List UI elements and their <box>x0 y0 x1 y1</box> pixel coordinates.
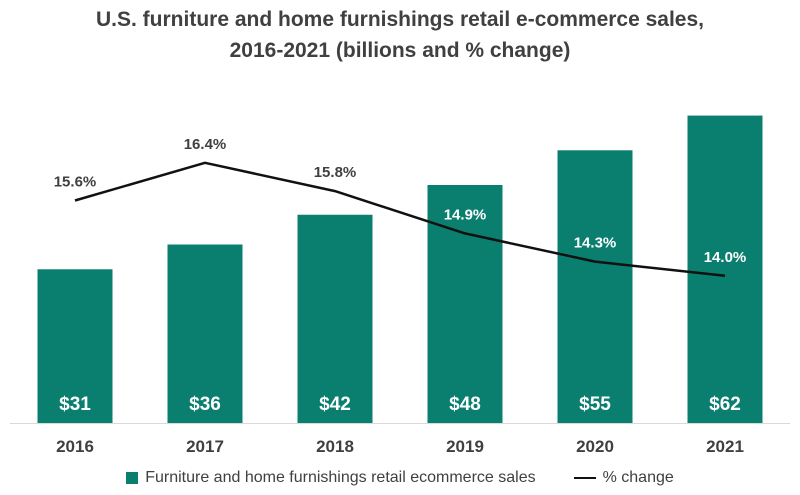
x-tick-label: 2020 <box>576 437 614 456</box>
line-value-label: 16.4% <box>184 136 227 153</box>
x-tick-label: 2017 <box>186 437 224 456</box>
legend: Furniture and home furnishings retail ec… <box>0 466 800 490</box>
x-tick-label: 2018 <box>316 437 354 456</box>
legend-label-sales: Furniture and home furnishings retail ec… <box>145 469 536 486</box>
line-series-change <box>74 161 726 278</box>
chart-title-line-1: U.S. furniture and home furnishings reta… <box>96 8 704 31</box>
line-value-label: 14.3% <box>574 235 617 252</box>
line-value-label: 15.8% <box>314 164 357 181</box>
bar-value-label: $36 <box>189 394 221 415</box>
bar-value-label: $42 <box>319 394 351 415</box>
legend-item-change: % change <box>573 469 674 487</box>
legend-swatch-line <box>573 477 596 479</box>
legend-label-change: % change <box>602 469 674 486</box>
bar-2020 <box>557 150 633 423</box>
chart-title-line-2: 2016-2021 (billions and % change) <box>229 39 571 62</box>
bar-value-label: $48 <box>449 394 481 415</box>
bar-2018 <box>297 214 373 423</box>
line-value-label: 15.6% <box>54 173 97 190</box>
plot-area: $31 $36 $42 $48 $55 $62 2016 2017 2018 2019 2020 20… <box>10 115 790 456</box>
bar-2017 <box>167 244 243 423</box>
line-value-label: 14.0% <box>704 249 747 266</box>
bar-value-label: $55 <box>579 394 611 415</box>
bar-2016 <box>37 269 113 423</box>
bar-2021 <box>687 115 763 423</box>
chart-title: U.S. furniture and home furnishings reta… <box>0 4 800 66</box>
bar-value-label: $62 <box>709 394 741 415</box>
legend-swatch-bar <box>126 472 139 484</box>
x-tick-label: 2021 <box>706 437 744 456</box>
legend-item-sales: Furniture and home furnishings retail ec… <box>126 469 536 487</box>
bar-value-label: $31 <box>59 394 91 415</box>
x-tick-label: 2019 <box>446 437 484 456</box>
x-tick-label: 2016 <box>56 437 94 456</box>
line-value-label: 14.9% <box>444 206 487 223</box>
